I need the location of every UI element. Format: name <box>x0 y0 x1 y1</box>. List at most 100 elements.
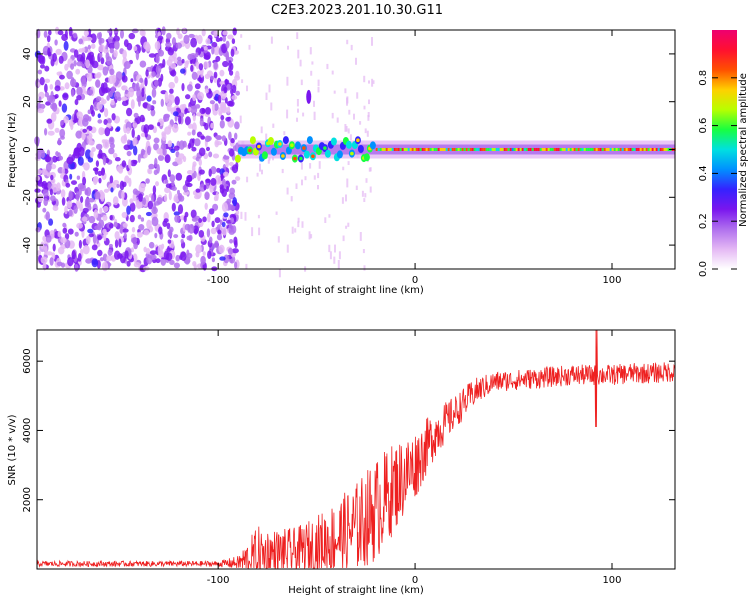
spectrogram-noise-cell <box>51 102 58 112</box>
spectrogram-faint-cell <box>368 80 370 84</box>
spectrogram-noise-cell <box>194 138 201 147</box>
spectrogram-noise-cell <box>217 94 222 104</box>
spectrogram-faint-cell <box>366 130 369 137</box>
carrier-line-cell <box>557 148 560 151</box>
spectrogram-faint-cell <box>346 178 349 188</box>
spectrogram-noise-cell <box>187 131 192 136</box>
spectrogram-faint-cell <box>246 85 248 92</box>
spectrogram-faint-cell <box>313 100 315 107</box>
x-tick-label: 0 <box>412 275 418 286</box>
spectrogram-noise-cell <box>57 137 61 146</box>
spectrogram-noise-cell <box>154 232 158 239</box>
spectrogram-faint-cell <box>336 117 339 123</box>
spectrogram-noise-cell <box>220 115 225 121</box>
carrier-cell <box>363 153 370 162</box>
spectrogram-noise-cell <box>122 228 129 233</box>
spectrogram-noise-cell <box>161 132 167 142</box>
spectrogram-noise-cell <box>162 147 167 156</box>
spectrogram-noise-cell <box>202 216 207 223</box>
carrier-line-cell <box>453 148 456 151</box>
spectrogram-noise-cell <box>102 82 108 91</box>
spectrogram-noise-cell <box>201 28 206 37</box>
spectrogram-noise-cell <box>101 139 106 144</box>
spectrogram-noise-cell <box>190 105 198 115</box>
spectrogram-noise-cell <box>70 78 77 87</box>
carrier-line-cell <box>647 148 650 151</box>
spectrogram-faint-cell <box>310 234 313 239</box>
spectrogram-noise-cell <box>186 175 193 183</box>
spectrogram-noise-cell <box>141 87 145 98</box>
spectrogram-faint-cell <box>291 226 294 234</box>
spectrogram-noise-cell <box>71 180 77 186</box>
carrier-line-cell <box>649 148 652 151</box>
spectrogram-noise-cell <box>200 135 206 140</box>
spectrogram-noise-cell <box>102 253 108 262</box>
spectrogram-noise-cell <box>37 69 43 75</box>
spectrogram-noise-cell <box>193 228 198 235</box>
spectrogram-noise-cell <box>203 61 210 69</box>
carrier-cell <box>369 141 376 150</box>
spectrogram-faint-cell <box>359 121 362 125</box>
spectrogram-noise-cell <box>44 245 48 256</box>
spectrogram-noise-cell <box>154 157 158 168</box>
spectrogram-noise-cell <box>109 215 113 221</box>
spectrogram-noise-cell <box>40 256 48 264</box>
spectrogram-noise-cell <box>132 122 138 129</box>
spectrogram-noise-cell <box>96 222 102 231</box>
carrier-cell <box>345 140 352 149</box>
carrier-line-cell <box>481 148 484 151</box>
carrier-cell <box>306 136 313 145</box>
spectrogram-noise-cell <box>44 65 50 72</box>
carrier-line-cell <box>631 148 634 151</box>
carrier-line-cell <box>645 148 648 151</box>
spectrogram-faint-cell <box>362 249 365 254</box>
spectrogram-noise-cell <box>143 41 150 50</box>
spectrogram-noise-cell <box>166 222 171 230</box>
spectrogram-noise-cell <box>146 145 151 156</box>
spectrogram-noise-cell <box>222 155 230 160</box>
spectrogram-noise-cell <box>200 255 206 265</box>
spectrogram-noise-cell <box>106 95 110 101</box>
spectrogram-noise-cell <box>121 85 126 91</box>
spectrogram-noise-cell <box>71 250 76 260</box>
spectrogram-faint-cell <box>261 169 263 175</box>
spectrogram-faint-cell <box>333 90 336 94</box>
spectrogram-noise-cell <box>198 158 202 166</box>
spectrogram-noise-cell <box>118 238 122 248</box>
spectrogram-faint-cell <box>286 76 289 86</box>
carrier-line-cell <box>537 148 540 151</box>
spectrogram-noise-cell <box>133 262 141 268</box>
spectrogram-noise-cell <box>154 79 159 87</box>
snr-panel: -100 0 100 2000 4000 6000 Height of straight … <box>7 329 676 596</box>
spectrogram-noise-cell <box>76 95 82 101</box>
spectrogram-noise-cell <box>124 175 130 184</box>
spectrogram-noise-cell <box>60 189 66 198</box>
carrier-line-cell <box>477 148 480 151</box>
carrier-line-cell <box>577 148 580 151</box>
spectrogram-noise-cell <box>96 101 103 111</box>
carrier-line-cell <box>653 148 656 151</box>
spectrogram-noise-cell <box>194 194 201 200</box>
spectrogram-noise-cell <box>188 234 193 242</box>
carrier-line-cell <box>513 148 516 151</box>
spectrogram-noise-cell <box>56 182 61 192</box>
spectrogram-noise-cell <box>174 114 178 122</box>
spectrogram-noise-cell <box>89 150 94 158</box>
carrier-line-cell <box>639 148 642 151</box>
carrier-line-cell <box>479 148 482 151</box>
spectrogram-noise-cell <box>43 30 48 38</box>
spectrogram-noise-cell <box>198 63 204 71</box>
spectrogram-noise-cell <box>178 115 182 125</box>
spectrogram-faint-cell <box>329 251 332 260</box>
spectrogram-faint-cell <box>369 186 372 193</box>
carrier-cell <box>356 138 360 142</box>
carrier-line-cell <box>633 148 636 151</box>
spectrogram-faint-cell <box>347 161 350 165</box>
spectrogram-noise-cell <box>168 93 173 99</box>
spectrogram-faint-cell <box>260 126 263 134</box>
spectrogram-noise-cell <box>167 47 174 56</box>
spectrogram-noise-cell <box>167 169 171 178</box>
carrier-line-cell <box>469 148 472 151</box>
spectrogram-noise-cell <box>164 193 168 203</box>
spectrogram-noise-cell <box>41 168 48 176</box>
